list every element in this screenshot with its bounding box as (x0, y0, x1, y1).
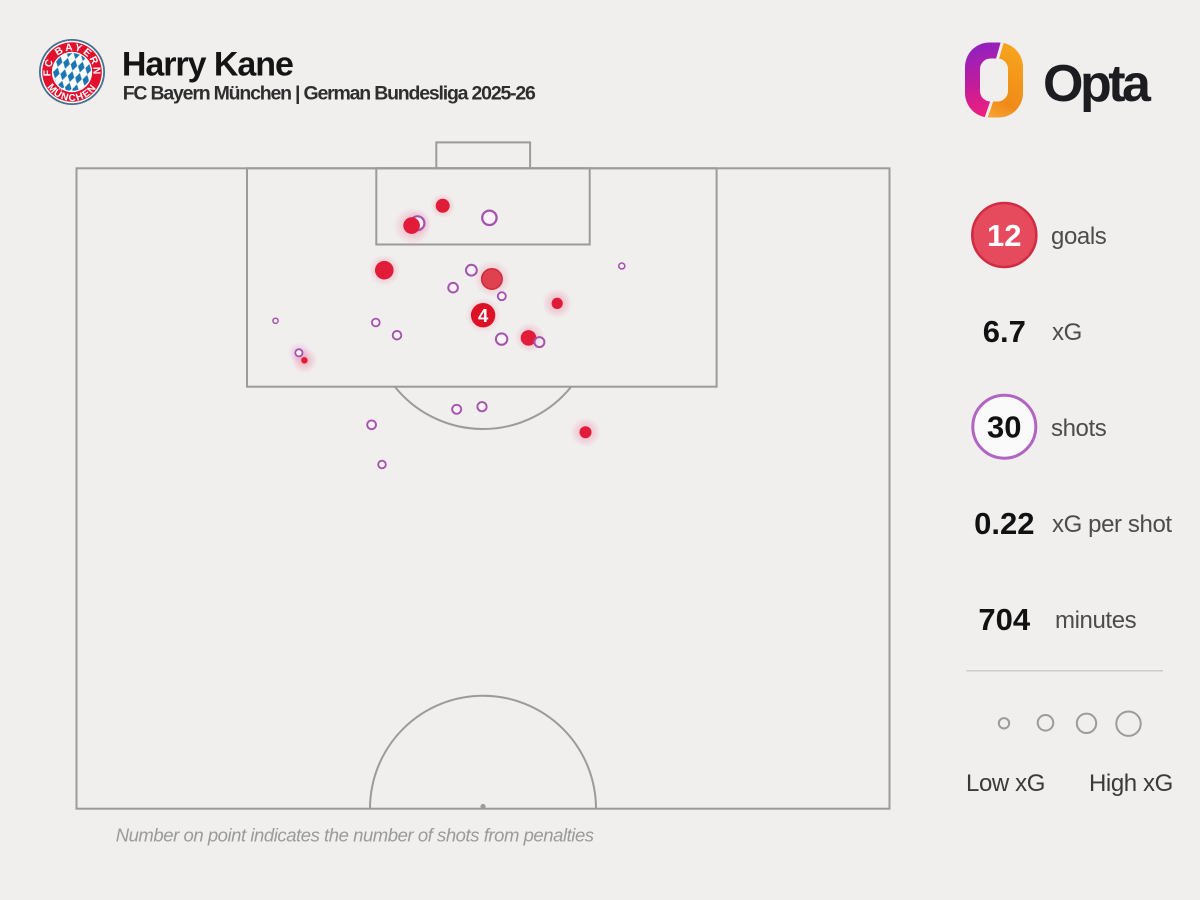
svg-text:Harry Kane: Harry Kane (122, 45, 293, 83)
svg-text:30: 30 (987, 410, 1021, 445)
svg-text:Opta: Opta (1043, 55, 1152, 113)
svg-text:704: 704 (978, 602, 1030, 637)
svg-text:xG: xG (1052, 319, 1082, 346)
svg-text:Low xG: Low xG (966, 770, 1045, 797)
svg-text:High xG: High xG (1089, 770, 1173, 797)
svg-text:xG per shot: xG per shot (1052, 511, 1172, 538)
svg-text:FC Bayern München | German Bun: FC Bayern München | German Bundesliga 20… (123, 83, 536, 105)
svg-text:0.22: 0.22 (974, 506, 1034, 541)
svg-text:shots: shots (1051, 415, 1107, 442)
svg-text:4: 4 (478, 305, 489, 326)
svg-text:6.7: 6.7 (983, 314, 1026, 349)
svg-text:12: 12 (987, 218, 1021, 253)
svg-text:minutes: minutes (1055, 607, 1137, 634)
svg-text:Number on point indicates the: Number on point indicates the number of … (116, 825, 594, 846)
svg-text:goals: goals (1051, 223, 1107, 250)
